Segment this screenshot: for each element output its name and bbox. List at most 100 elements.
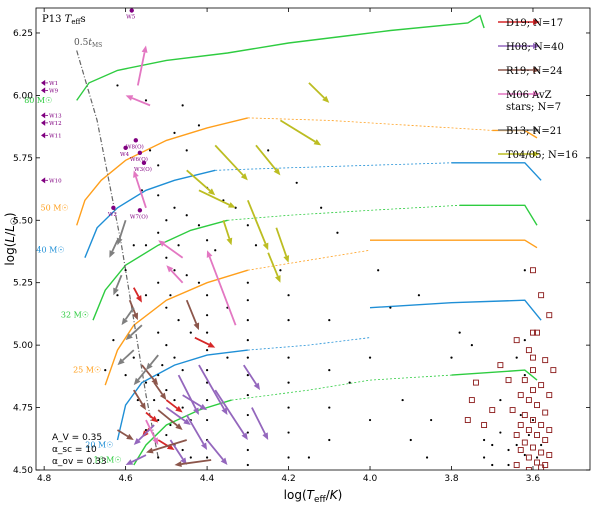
wr-arrow-head (41, 87, 46, 94)
plot-area (36, 8, 590, 470)
rsg-point (497, 362, 504, 369)
star-point (348, 381, 351, 384)
arrow-t0405 (279, 119, 322, 146)
rsg-point (538, 292, 545, 299)
star-point (450, 356, 453, 359)
star-point (246, 463, 249, 467)
star-point (458, 331, 461, 334)
y-tick-label: 6.25 (13, 29, 33, 39)
wr-star (133, 138, 139, 143)
rsg-point (472, 379, 479, 386)
arrow-b13-head (109, 250, 115, 258)
legend-arrow-head (533, 19, 540, 25)
arrow-m06 (125, 95, 151, 107)
star-point (112, 339, 115, 342)
star-point (368, 418, 372, 422)
track-25-late (370, 239, 538, 249)
model-parameters: A_V = 0.35 α_sc = 10 α_ov = 0.33 (52, 433, 107, 467)
arrow-h08-head (220, 457, 228, 466)
star-point (189, 331, 192, 334)
arrow-r19-head (126, 433, 134, 441)
x-tick-label: 4.4 (200, 474, 215, 484)
arrow-m06 (158, 240, 184, 259)
arrow-h08 (182, 394, 208, 411)
star-point (507, 448, 510, 452)
arrow-h08-shaft (177, 374, 197, 410)
legend-arrow-head (533, 43, 540, 49)
star-point (205, 456, 209, 459)
rsg-point (530, 444, 536, 451)
star-point (165, 306, 168, 309)
observed-stars (104, 84, 543, 467)
arrow-m06 (133, 170, 147, 209)
star-point (523, 374, 526, 377)
arrow-d19-head (175, 405, 183, 413)
arrow-m06-head (133, 170, 139, 178)
star-point (173, 356, 176, 359)
rsg-point (534, 329, 540, 336)
star-point (527, 433, 530, 437)
arrow-t0405-head (273, 167, 281, 176)
star-point (246, 281, 249, 284)
arrow-r19-shaft (128, 299, 137, 315)
legend-label: R19; N=24 (506, 66, 563, 77)
arrow-r19-head (132, 312, 138, 321)
legend: D19; N=17 H08; N=40 R19; N=24 M06 AvZstars;… (498, 18, 578, 161)
star-point (157, 374, 160, 377)
track-32-solid (92, 219, 228, 321)
legend-arrow-head (533, 67, 540, 73)
star-point (181, 448, 184, 452)
arrow-m06 (206, 250, 237, 326)
arrow-b13 (113, 274, 123, 296)
x-axis-ticks: 4.8 4.6 4.4 4.2 4.0 3.8 3.6 (37, 8, 540, 484)
star-point (499, 431, 502, 434)
legend-arrow (498, 19, 540, 25)
star-point (185, 149, 188, 152)
track-40-dashed (215, 162, 452, 171)
arrow-h08-shaft (131, 454, 147, 463)
arrow-m06 (145, 419, 159, 446)
arrow-b13 (117, 349, 135, 366)
arrow-t0405-shaft (255, 144, 277, 171)
param-line: α_ov = 0.33 (52, 457, 107, 467)
arrow-r19 (145, 439, 187, 454)
wr-label: W3(O) (134, 166, 152, 173)
arrow-d19-shaft (165, 399, 178, 410)
star-point (144, 381, 148, 384)
rsg-point (525, 454, 532, 461)
arrow-t0405-shaft (246, 199, 267, 245)
legend-label: B13; N=21 (506, 126, 562, 137)
track-40-solid (84, 169, 216, 258)
star-point (161, 364, 164, 367)
legend-label: M06 AvZ (506, 90, 552, 101)
arrow-h08-shaft (251, 407, 266, 435)
arrow-r19 (132, 389, 146, 411)
arrow-r19-head (193, 322, 200, 331)
arrow-b13-shaft (118, 219, 127, 239)
rsg-point (505, 377, 512, 384)
temperature-shift-arrows (109, 45, 330, 468)
arrow-t0405 (186, 169, 216, 196)
arrow-b13-head (125, 333, 133, 341)
rsg-point (513, 337, 520, 344)
track-80-solid (76, 14, 485, 101)
star-point (205, 349, 209, 352)
star-point (328, 406, 331, 409)
star-point (320, 206, 323, 209)
arrow-b13-shaft (124, 307, 135, 320)
star-point (205, 418, 209, 422)
wr-star (137, 150, 143, 156)
wr-arrow-label: W11 (49, 133, 62, 139)
arrow-m06-shaft (131, 97, 151, 107)
star-point (368, 356, 372, 359)
arrow-t0405-shaft (214, 144, 244, 176)
star-point (515, 443, 518, 447)
wr-arrow-head (41, 112, 46, 119)
track-20-solid (116, 349, 248, 441)
star-point (425, 456, 429, 459)
track-16-dashed (231, 374, 452, 401)
mass-label: 16 M☉ (93, 456, 121, 465)
arrow-r19-shaft (185, 299, 198, 325)
star-point (189, 456, 192, 459)
rsg-point (530, 329, 536, 336)
